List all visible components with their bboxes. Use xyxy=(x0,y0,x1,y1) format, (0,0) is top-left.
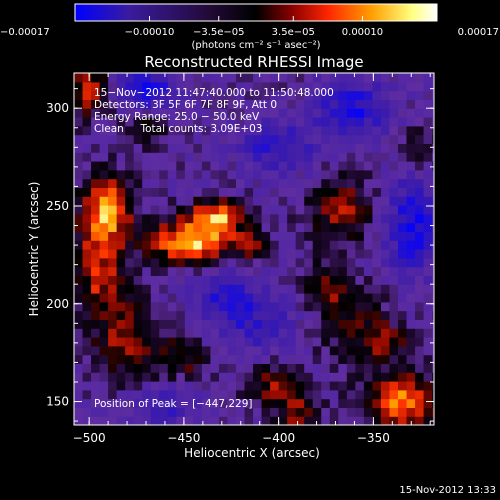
colorbar-tick-label: 0.00010 xyxy=(342,27,383,38)
colorbar-tick-label: 0.00017 xyxy=(458,27,499,38)
y-tick-label: 300 xyxy=(46,101,69,115)
x-tick-label: −500 xyxy=(73,431,106,445)
y-axis: 150 200 250 300 xyxy=(46,88,434,422)
x-tick-label: −400 xyxy=(262,431,295,445)
y-axis-label: Heliocentric Y (arcsec) xyxy=(27,182,41,317)
annotation-detectors: Detectors: 3F 5F 6F 7F 8F 9F, Att 0 xyxy=(94,99,277,111)
annotation-energy-range: Energy Range: 25.0 − 50.0 keV xyxy=(94,111,260,123)
annotation-block: 15−Nov−2012 11:47:40.000 to 11:50:48.000… xyxy=(94,87,334,135)
x-tick-label: −450 xyxy=(167,431,200,445)
annotation-time-range: 15−Nov−2012 11:47:40.000 to 11:50:48.000 xyxy=(94,87,334,99)
colorbar-tick-labels: −0.00017 −0.00010 −3.5e−05 3.5e−05 0.00010 0.… xyxy=(0,27,499,38)
x-axis-label: Heliocentric X (arcsec) xyxy=(184,446,320,460)
x-tick-label: −350 xyxy=(357,431,390,445)
colorbar-tick-label: −0.00017 xyxy=(0,27,50,38)
colorbar-tick-label: −3.5e−05 xyxy=(193,27,245,38)
colorbar-unit-label: (photons cm⁻² s⁻¹ asec⁻²) xyxy=(191,40,320,51)
colorbar: −0.00017 −0.00010 −3.5e−05 3.5e−05 0.00010 0.… xyxy=(0,3,499,51)
peak-position-label: Position of Peak = [−447,229] xyxy=(94,398,253,410)
colorbar-tick-label: 3.5e−05 xyxy=(272,27,315,38)
annotation-clean-counts: Clean Total counts: 3.09E+03 xyxy=(94,123,263,135)
plot-frame xyxy=(73,72,435,426)
footer-timestamp: 15-Nov-2012 13:33 xyxy=(399,485,496,496)
y-tick-label: 200 xyxy=(46,297,69,311)
y-tick-label: 250 xyxy=(46,199,69,213)
colorbar-gradient xyxy=(74,3,438,22)
heatmap-image xyxy=(74,73,434,425)
y-tick-label: 150 xyxy=(46,395,69,409)
colorbar-ticks xyxy=(74,16,438,21)
chart-title: Reconstructed RHESSI Image xyxy=(144,53,363,71)
x-axis: −500 −450 −400 −350 xyxy=(73,73,431,445)
colorbar-tick-label: −0.00010 xyxy=(125,27,175,38)
